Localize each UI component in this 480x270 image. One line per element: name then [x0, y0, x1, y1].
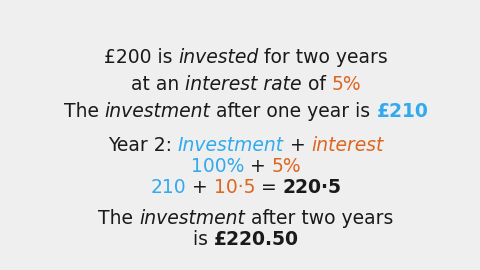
Text: investment: investment: [105, 102, 210, 121]
Text: 5%: 5%: [272, 157, 301, 176]
Text: +: +: [284, 136, 312, 155]
Text: +: +: [244, 157, 272, 176]
Text: invested: invested: [178, 48, 259, 67]
Text: The: The: [63, 102, 105, 121]
Text: after one year is: after one year is: [210, 102, 377, 121]
Text: 10·5: 10·5: [214, 178, 255, 197]
Text: investment: investment: [139, 209, 245, 228]
Text: for two years: for two years: [259, 48, 388, 67]
Text: £200 is: £200 is: [104, 48, 178, 67]
Text: £210: £210: [377, 102, 429, 121]
Text: is: is: [193, 230, 214, 249]
Text: 5%: 5%: [332, 75, 361, 94]
Text: after two years: after two years: [245, 209, 394, 228]
Text: 100%: 100%: [191, 157, 244, 176]
Text: interest rate: interest rate: [185, 75, 301, 94]
Text: Investment: Investment: [178, 136, 284, 155]
Text: of: of: [301, 75, 332, 94]
Text: at an: at an: [131, 75, 185, 94]
Text: 210: 210: [150, 178, 186, 197]
Text: +: +: [186, 178, 214, 197]
Text: The: The: [98, 209, 139, 228]
Text: Year 2:: Year 2:: [108, 136, 178, 155]
Text: 220·5: 220·5: [283, 178, 342, 197]
Text: £220.50: £220.50: [214, 230, 299, 249]
Text: =: =: [255, 178, 283, 197]
Text: interest: interest: [312, 136, 384, 155]
